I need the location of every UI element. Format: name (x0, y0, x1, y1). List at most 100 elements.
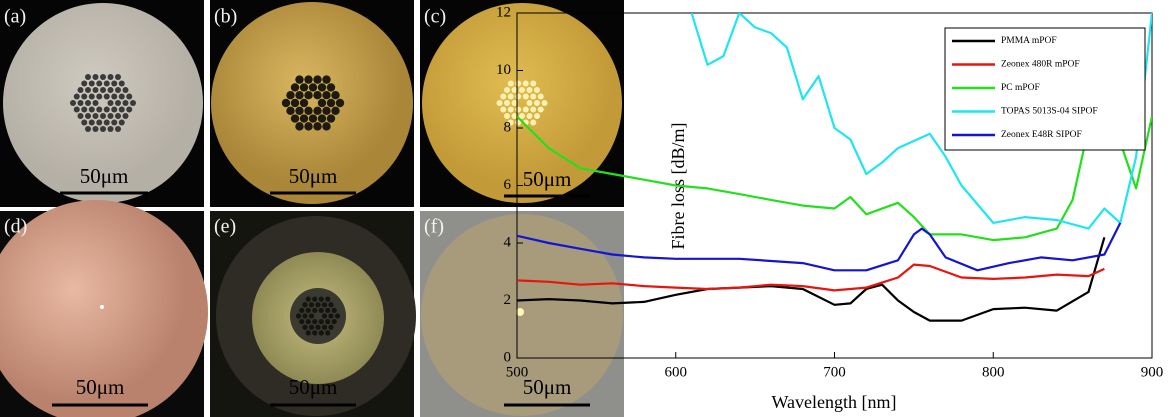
hole (300, 83, 308, 91)
hole (74, 94, 80, 100)
scale-label: 50μm (289, 164, 338, 188)
hole (515, 94, 521, 100)
x-tick-label: 600 (665, 364, 688, 380)
hole (96, 81, 102, 87)
hole (100, 87, 106, 93)
hole (534, 87, 540, 93)
hole (500, 106, 506, 112)
hole (530, 119, 536, 125)
hole (104, 119, 110, 125)
hole (115, 74, 121, 80)
hole (500, 94, 506, 100)
hole (85, 126, 91, 132)
hole (93, 126, 99, 132)
hole (291, 114, 299, 122)
hole (304, 91, 312, 99)
hole (319, 308, 324, 313)
y-tick-label: 6 (504, 177, 512, 193)
y-tick-label: 12 (496, 4, 511, 20)
hole (523, 106, 529, 112)
hole (108, 113, 114, 119)
hole (300, 114, 308, 122)
panel-label: (d) (4, 216, 27, 238)
hole (534, 113, 540, 119)
hole (325, 297, 330, 302)
hole (96, 119, 102, 125)
hole (115, 100, 121, 106)
hole (312, 319, 317, 324)
hole (519, 87, 525, 93)
hole (322, 325, 327, 330)
fibre-core (100, 305, 104, 309)
hole (111, 94, 117, 100)
hole (318, 99, 326, 107)
scale-label: 50μm (523, 375, 572, 399)
hole (286, 107, 294, 115)
hole (89, 119, 95, 125)
hole (309, 313, 314, 318)
hole (508, 106, 514, 112)
hole (93, 100, 99, 106)
hole (319, 330, 324, 335)
hole (328, 302, 333, 307)
hole (100, 126, 106, 132)
hole (508, 94, 514, 100)
hole (322, 75, 330, 83)
hole (115, 126, 121, 132)
legend-label: Zeonex 480R mPOF (1001, 60, 1080, 70)
hole (530, 81, 536, 87)
hole (508, 81, 514, 87)
hole (85, 87, 91, 93)
x-axis-label: Wavelength [nm] (771, 392, 896, 412)
hole (538, 94, 544, 100)
hole (93, 113, 99, 119)
hole (111, 81, 117, 87)
hole (304, 107, 312, 115)
hole (85, 113, 91, 119)
hole (126, 106, 132, 112)
hole (309, 83, 317, 91)
hole (100, 113, 106, 119)
hole (108, 74, 114, 80)
hole (123, 113, 129, 119)
hole (527, 87, 533, 93)
panel-label: (e) (214, 216, 236, 238)
hole (104, 94, 110, 100)
hole (332, 308, 337, 313)
hole (81, 106, 87, 112)
y-tick-label: 0 (504, 349, 512, 365)
hole (332, 319, 337, 324)
legend-label: Zeonex E48R SIPOF (1001, 130, 1082, 140)
y-tick-label: 2 (504, 292, 512, 308)
y-tick-label: 8 (504, 119, 512, 135)
hole (295, 75, 303, 83)
hole (322, 302, 327, 307)
hole (78, 113, 84, 119)
panel-label: (c) (424, 6, 446, 28)
hole (89, 106, 95, 112)
hole (504, 100, 510, 106)
hole (119, 94, 125, 100)
hole (93, 74, 99, 80)
hole (296, 313, 301, 318)
hole (123, 100, 129, 106)
hole (130, 100, 136, 106)
hole (313, 107, 321, 115)
hole (523, 94, 529, 100)
scale-label: 50μm (289, 375, 338, 399)
hole (85, 74, 91, 80)
hole (100, 74, 106, 80)
y-tick-label: 4 (504, 234, 512, 250)
hole (325, 319, 330, 324)
figure: (a) (b) (c) (d) (e) (f) 50μm 50μm 50μm 5… (0, 0, 1172, 417)
panel-label: (a) (4, 6, 26, 28)
x-tick-label: 900 (1141, 364, 1164, 380)
hole (104, 81, 110, 87)
hole (282, 99, 290, 107)
hole (331, 91, 339, 99)
hole (306, 319, 311, 324)
hole (299, 319, 304, 324)
hole (319, 297, 324, 302)
hole (78, 100, 84, 106)
hole (322, 313, 327, 318)
